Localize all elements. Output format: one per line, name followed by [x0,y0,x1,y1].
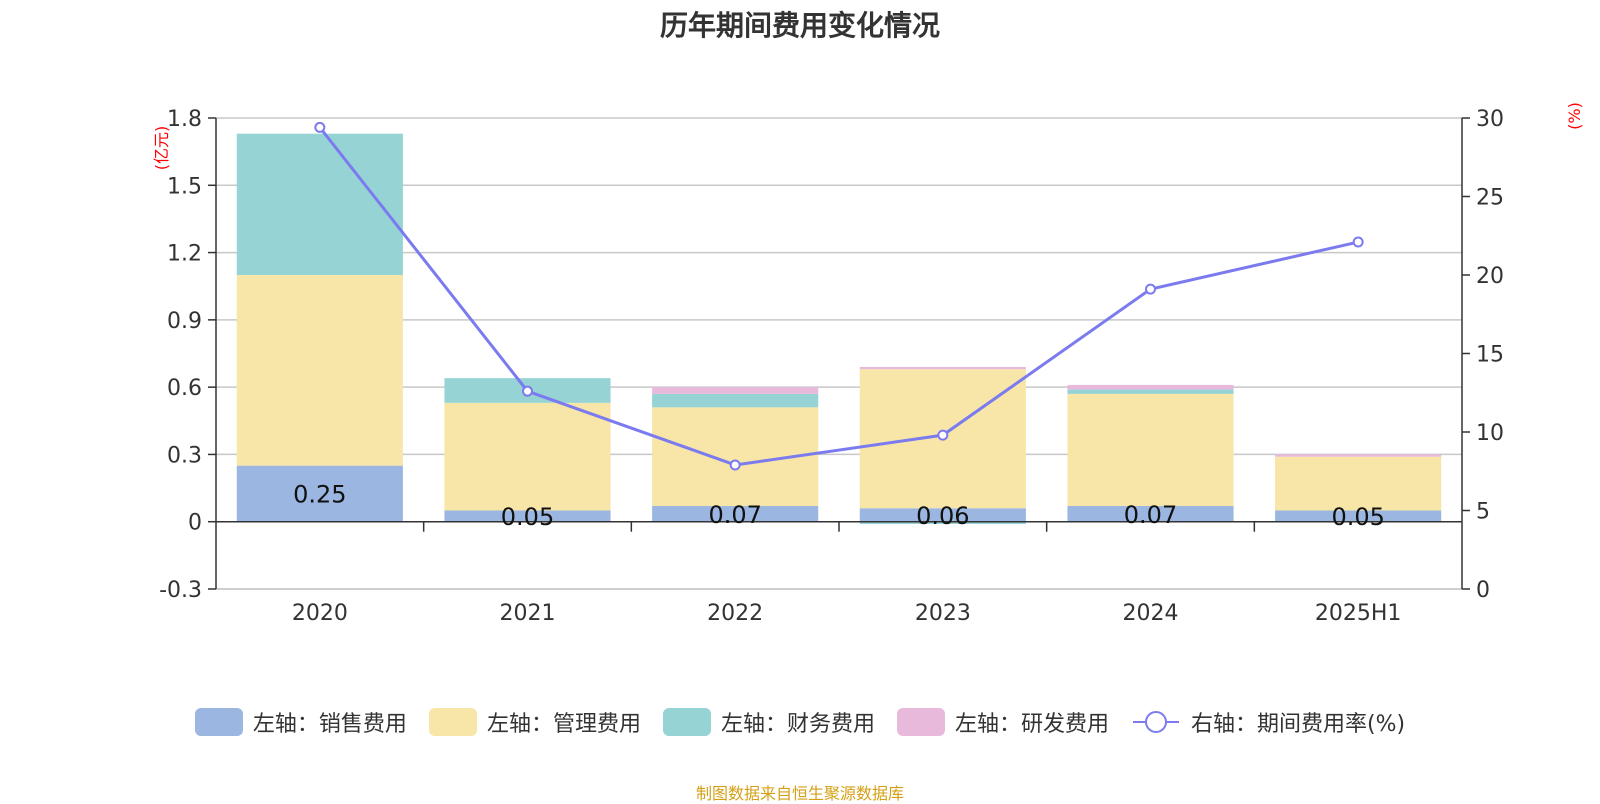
legend-label: 左轴：管理费用 [486,712,641,737]
expense-rate-line [314,121,1364,471]
left-axis-tick-label: 0.9 [167,309,202,334]
chart-title: 历年期间费用变化情况 [659,9,940,42]
left-axis-tick-label: -0.3 [159,578,202,603]
rate-point [1352,236,1364,248]
right-axis-tick-label: 25 [1476,186,1504,211]
legend-swatch [896,708,945,736]
rate-point [522,385,533,397]
left-axis-tick-label: 1.2 [167,242,202,267]
rate-point [937,429,949,441]
bar-segment [1275,510,1442,522]
bar-value-label: 0.05 [501,503,554,531]
bar-segment [859,521,1026,524]
bar-value-labels: 0.25 0.05 0.07 0.06 0.07 0.05 [293,481,1385,531]
bar-value-label: 0.25 [293,481,346,509]
right-axis-tick-label: 10 [1476,421,1504,446]
legend-item-rate[interactable]: 右轴：期间费用率(%) [1131,706,1405,738]
left-axis-tick-label: 0.3 [167,443,202,468]
right-axis-tick-label: 30 [1476,107,1504,132]
left-axis-tick-label: 0 [188,511,202,536]
legend-item-rnd[interactable]: 左轴：研发费用 [896,706,1109,738]
bar-segment [1067,384,1234,390]
x-axis-tick-label: 2024 [1123,601,1179,626]
bars [236,133,1442,524]
bar-segment [652,387,819,394]
bar-segment [859,366,1026,370]
grid-lines [216,117,1462,590]
bar-segment [236,275,403,466]
x-axis-tick-label: 2020 [292,601,348,626]
legend-label: 左轴：研发费用 [954,712,1109,737]
source-note: 制图数据来自恒生聚源数据库 [695,784,904,803]
x-axis-tick-label: 2022 [707,601,763,626]
rate-point [314,121,326,133]
rate-point [1145,283,1156,295]
legend-line-marker-icon [1132,711,1179,733]
bar-value-label: 0.07 [708,501,761,529]
bar-segment [1067,506,1234,522]
bar-segment [236,465,403,522]
right-axis-tick-label: 5 [1476,500,1490,525]
legend-label: 左轴：财务费用 [720,712,875,737]
x-axis-tick-label: 2023 [915,601,971,626]
rate-line-path [318,126,1359,467]
bar-segment [652,506,819,522]
bar-segment [1067,389,1234,394]
x-axis-tick-label: 2025H1 [1315,601,1402,626]
axes: 1.8 1.5 1.2 0.9 0.6 0.3 0 -0.3 30 25 20 15 10 5 0 2020 2… [159,107,1504,626]
bar-segment [859,508,1026,522]
right-axis-tick-label: 0 [1476,578,1490,603]
legend-item-sales[interactable]: 左轴：销售费用 [194,706,407,738]
legend-label: 右轴：期间费用率(%) [1190,712,1406,737]
bar-segment [1275,456,1442,511]
left-axis-tick-label: 0.6 [167,376,202,401]
rate-point [729,459,741,471]
right-axis-unit: (%) [1565,102,1584,130]
bar-segment [652,393,819,408]
left-axis-unit: (亿元) [152,126,171,171]
left-axis-tick-label: 1.8 [167,107,202,132]
left-axis-tick-label: 1.5 [167,174,202,199]
legend-item-admin[interactable]: 左轴：管理费用 [428,706,641,738]
right-axis-tick-label: 15 [1476,343,1504,368]
bar-segment [236,133,403,275]
bar-value-label: 0.06 [916,502,969,530]
bar-value-label: 0.05 [1331,503,1384,531]
legend: 左轴：销售费用 左轴：管理费用 左轴：财务费用 左轴：研发费用 右轴：期间费用率… [0,706,1600,738]
chart-plot: 1.8 1.5 1.2 0.9 0.6 0.3 0 -0.3 30 25 20 15 10 5 0 2020 2… [152,102,1584,626]
bar-value-label: 0.07 [1124,501,1177,529]
bar-segment [1275,454,1442,457]
bar-segment [444,510,611,522]
right-axis-tick-label: 20 [1476,264,1504,289]
x-axis-tick-label: 2021 [500,601,556,626]
legend-swatch [428,708,477,736]
bar-segment [1067,393,1234,507]
legend-label: 左轴：销售费用 [252,712,407,737]
legend-item-finance[interactable]: 左轴：财务费用 [662,706,875,738]
legend-swatch [194,708,243,736]
bar-segment [444,402,611,511]
legend-swatch [662,708,711,736]
